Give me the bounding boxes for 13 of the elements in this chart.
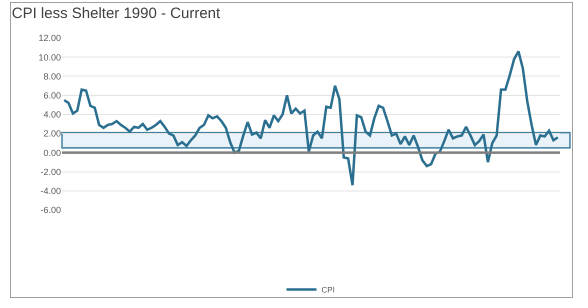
line-series bbox=[62, 50, 560, 186]
y-tick-label: -4.00 bbox=[40, 186, 61, 196]
legend-label: CPI bbox=[322, 286, 335, 295]
y-tick-label: 0.00 bbox=[43, 148, 61, 158]
y-tick-label: 4.00 bbox=[43, 110, 61, 120]
y-tick-label: 12.00 bbox=[38, 33, 61, 44]
y-tick-label: 10.00 bbox=[38, 52, 61, 62]
y-tick-label: 8.00 bbox=[43, 71, 61, 82]
y-tick-label: 6.00 bbox=[43, 90, 61, 100]
chart-title: CPI less Shelter 1990 - Current bbox=[12, 5, 222, 22]
y-tick-label: 2.00 bbox=[43, 128, 61, 139]
y-tick-label: -2.00 bbox=[40, 166, 61, 177]
y-tick-label: -6.00 bbox=[40, 205, 61, 216]
